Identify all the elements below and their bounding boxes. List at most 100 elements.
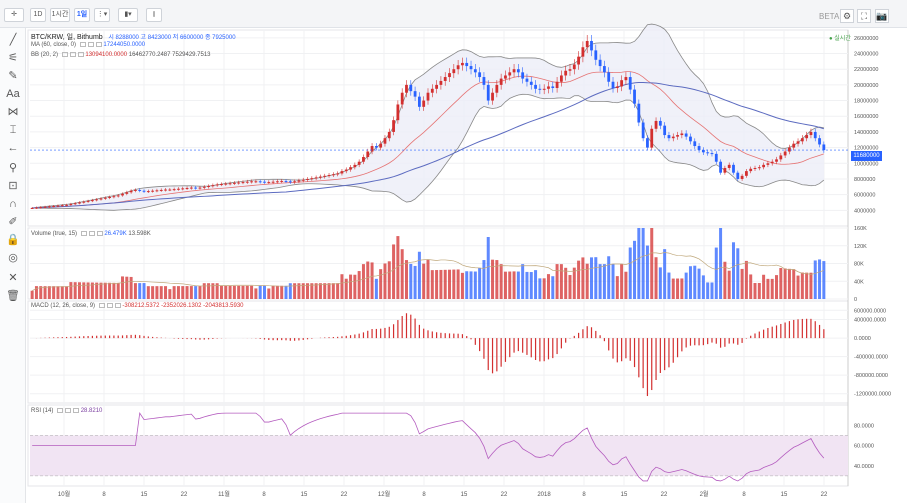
fib-icon[interactable]: ⚟: [8, 52, 18, 64]
magnet-icon[interactable]: ∩: [9, 198, 17, 210]
volume-bar: [151, 286, 155, 299]
candle-body: [615, 86, 619, 89]
volume-bar: [181, 286, 185, 299]
volume-bar: [108, 282, 112, 299]
zoom-icon[interactable]: ⚲: [8, 162, 18, 174]
volume-bar: [452, 269, 456, 299]
volume-hide-icon[interactable]: [88, 231, 95, 236]
interval-1day-button[interactable]: 1일: [74, 8, 90, 22]
pencil-lock-icon[interactable]: ✐: [8, 216, 18, 228]
crosshair-mode-button[interactable]: ✛: [4, 8, 24, 22]
volume-bar: [740, 268, 744, 299]
bb-hide-icon[interactable]: [69, 52, 76, 57]
pattern-icon[interactable]: ⋈: [7, 106, 19, 118]
volume-remove-icon[interactable]: [96, 231, 103, 236]
candle-body: [822, 144, 826, 151]
price-tick-label: 20000000: [854, 83, 878, 89]
rsi-hide-icon[interactable]: [65, 408, 72, 413]
fullscreen-icon[interactable]: ⛶: [857, 9, 871, 23]
interval-1d-button[interactable]: 1D: [30, 8, 46, 22]
volume-bar: [456, 269, 460, 299]
candle-body: [435, 84, 439, 89]
ma-settings-icon[interactable]: [79, 42, 86, 47]
candle-body: [779, 155, 783, 160]
volume-bar: [404, 260, 408, 299]
candle-body: [422, 100, 426, 107]
trash-icon[interactable]: 🗑: [6, 290, 20, 302]
volume-value-1: 26.479K: [104, 231, 127, 238]
macd-hide-icon[interactable]: [106, 303, 113, 308]
volume-bar: [172, 286, 176, 299]
candle-body: [121, 193, 124, 196]
volume-bar: [714, 247, 718, 299]
bb-remove-icon[interactable]: [77, 52, 84, 57]
volume-bar: [280, 285, 284, 299]
candle-body: [697, 146, 701, 150]
volume-bar: [366, 261, 370, 299]
indicator-icon[interactable]: ⫾: [146, 8, 162, 22]
interval-1h-button[interactable]: 1시간: [50, 8, 70, 22]
brush-icon[interactable]: ✎: [8, 70, 18, 82]
volume-bar: [787, 268, 791, 299]
measure-icon[interactable]: ⌶: [9, 124, 17, 136]
macd-settings-icon[interactable]: [98, 303, 105, 308]
arrow-icon[interactable]: ←: [7, 142, 19, 154]
x-tick-label: 22: [501, 492, 508, 498]
volume-bar: [116, 282, 120, 299]
volume-bar: [47, 286, 51, 299]
candle-body: [370, 146, 374, 152]
candle-body: [211, 185, 215, 187]
camera-icon[interactable]: 📷: [875, 9, 889, 23]
bar-style-icon[interactable]: ▮▾: [118, 8, 138, 22]
candle-body: [73, 203, 77, 205]
volume-bar: [805, 272, 809, 299]
remove-icon[interactable]: ✕: [8, 272, 18, 284]
candle-body: [620, 80, 624, 87]
candle-body: [297, 180, 301, 182]
candle-body: [43, 206, 47, 208]
candle-body: [585, 40, 589, 48]
macd-remove-icon[interactable]: [114, 303, 121, 308]
candle-body: [228, 183, 232, 185]
volume-bar: [185, 286, 189, 299]
candle-body: [349, 167, 352, 170]
volume-settings-icon[interactable]: [80, 231, 87, 236]
candle-body: [693, 141, 697, 147]
lock-icon[interactable]: 🔒: [6, 234, 20, 246]
volume-bar: [800, 272, 804, 299]
volume-bar: [809, 272, 813, 299]
candle-body: [387, 131, 391, 139]
hide-icon[interactable]: ◎: [8, 252, 18, 264]
realtime-indicator: ● 실시간: [829, 36, 851, 42]
volume-bar: [60, 286, 64, 299]
volume-bar: [818, 259, 822, 299]
volume-bar: [546, 274, 550, 299]
volume-bar: [194, 286, 198, 299]
ma-hide-icon[interactable]: [87, 42, 94, 47]
text-icon[interactable]: Aa: [6, 88, 20, 100]
candle-body: [443, 77, 447, 81]
candle-body: [788, 147, 791, 152]
bb-settings-icon[interactable]: [61, 52, 68, 57]
candle-body: [56, 205, 60, 207]
volume-bar: [90, 282, 94, 299]
volume-bar: [779, 268, 783, 299]
volume-bar: [387, 261, 391, 299]
measure-ruler-icon[interactable]: ⊡: [8, 180, 18, 192]
candle-body: [577, 56, 580, 65]
x-tick-label: 22: [341, 492, 348, 498]
settings-icon[interactable]: ⚙: [840, 9, 854, 23]
ma-remove-icon[interactable]: [95, 42, 102, 47]
candle-body: [529, 81, 533, 85]
trendline-icon[interactable]: ╱: [9, 34, 17, 46]
top-toolbar: ✛ 1D 1시간 1일 ⋮▾ ▮▾ ⫾ BETA ⚙ ⛶ 📷: [0, 0, 907, 28]
volume-bar: [667, 272, 671, 299]
rsi-tick-label: 80.0000: [854, 423, 874, 429]
rsi-remove-icon[interactable]: [73, 408, 80, 413]
candle-body: [667, 135, 671, 139]
volume-bar: [542, 278, 546, 299]
candle-body: [719, 161, 722, 173]
rsi-settings-icon[interactable]: [57, 408, 64, 413]
more-intervals-icon[interactable]: ⋮▾: [94, 8, 110, 22]
